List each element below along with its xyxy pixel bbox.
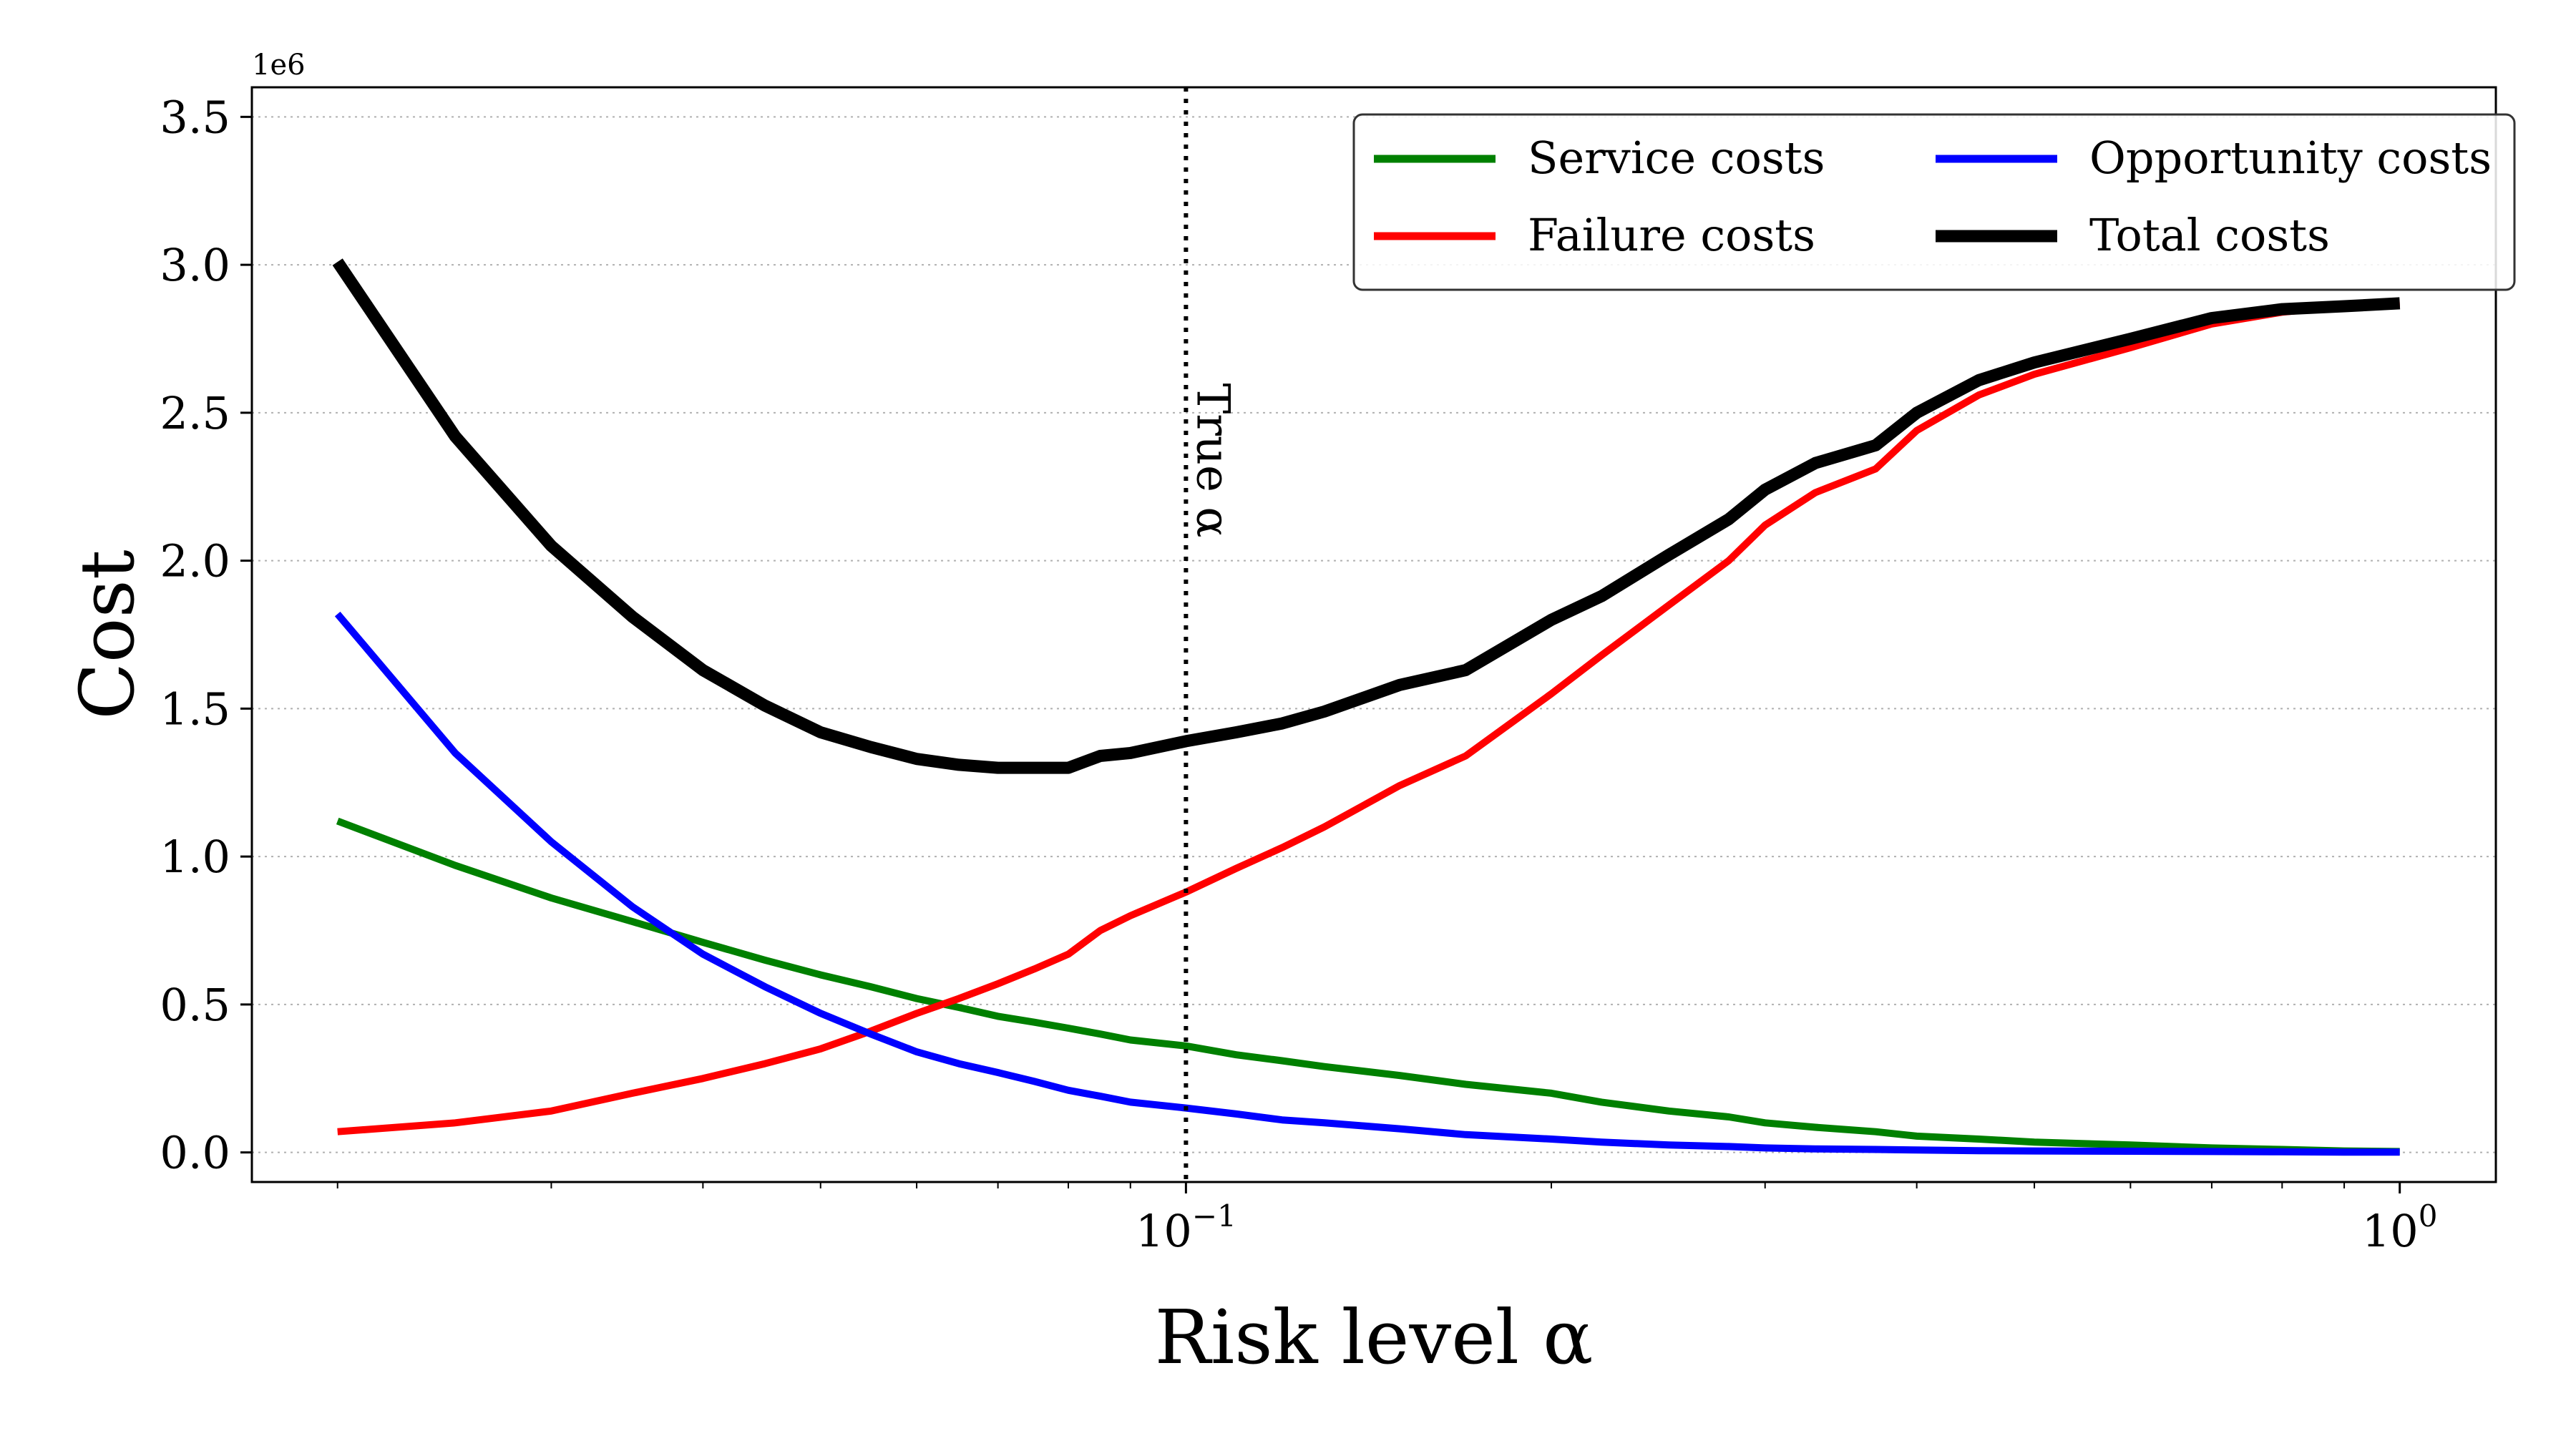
y-tick-label: 3.0	[160, 239, 230, 291]
x-tick-label: 10−1	[1136, 1198, 1236, 1257]
legend-label: Service costs	[1528, 132, 1825, 184]
y-tick-label: 2.5	[160, 387, 230, 439]
series-lines	[332, 258, 2401, 1156]
true-alpha-label: True α	[1186, 384, 1239, 538]
y-tick-label: 3.5	[160, 91, 230, 143]
y-tick-label: 0.0	[160, 1127, 230, 1179]
axes: 0.0 0.5 1.0 1.5 2.0 2.5 3.0 3.5 10−1 100	[160, 91, 2437, 1257]
y-tick-label: 0.5	[160, 979, 230, 1031]
plot-frame	[250, 86, 2497, 1183]
legend-label: Failure costs	[1528, 209, 1815, 261]
y-tick-label: 2.0	[160, 535, 230, 587]
legend: Service costs Opportunity costs Failure co…	[1352, 113, 2516, 291]
series-line-failure-costs	[337, 299, 2400, 1135]
y-axis-title: Cost	[64, 550, 151, 719]
series-line-service-costs	[336, 817, 2400, 1156]
legend-label: Total costs	[2089, 209, 2330, 261]
annotation-layer: True α	[1184, 87, 1239, 1182]
x-tick-label: 100	[2362, 1198, 2438, 1257]
y-tick-label: 1.0	[160, 831, 230, 883]
legend-box	[1352, 113, 2516, 291]
y-tick-label: 1.5	[160, 683, 230, 735]
y-multiplier-label: 1e6	[252, 49, 306, 82]
legend-label: Opportunity costs	[2089, 132, 2492, 184]
gridlines	[252, 116, 2496, 1153]
series-line-opportunity-costs	[334, 611, 2400, 1156]
series-line-total-costs	[332, 258, 2401, 774]
x-axis-title: Risk level α	[1155, 1294, 1594, 1381]
